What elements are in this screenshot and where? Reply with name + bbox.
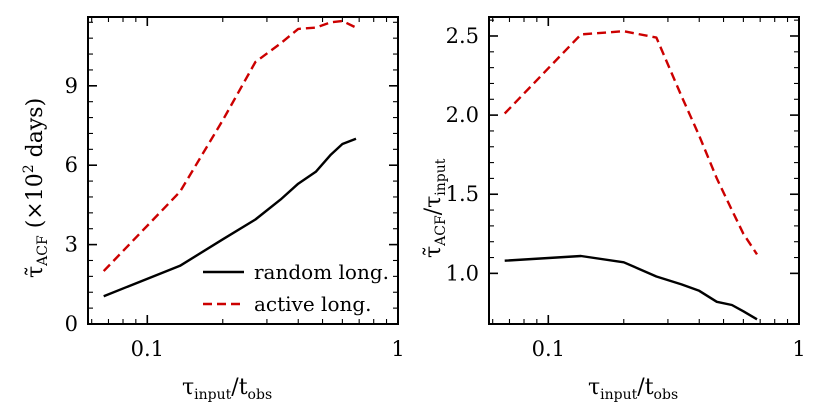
left-chart: 0.1 1 0 3 6 9 random long. active long. τinpu… xyxy=(21,16,405,403)
left-plot-frame xyxy=(87,16,399,325)
active-long-line xyxy=(102,19,357,272)
x-tick-label: 1 xyxy=(792,337,805,361)
legend: random long. active long. xyxy=(203,260,389,316)
active-long-line xyxy=(503,30,759,256)
y-tick-label: 1.5 xyxy=(446,182,479,206)
random-long-line xyxy=(504,254,758,321)
y-tick-label: 3 xyxy=(65,233,78,257)
right-x-axis-label: τinput/tobs xyxy=(588,375,678,403)
random-long-line xyxy=(103,137,357,298)
y-tick-label: 0 xyxy=(65,312,78,336)
x-tick-label: 0.1 xyxy=(131,337,164,361)
right-y-axis-label: τ̃ACF/τinput xyxy=(421,158,449,258)
right-plot-frame xyxy=(488,16,800,325)
left-series xyxy=(102,19,357,298)
x-tick-label: 0.1 xyxy=(532,337,565,361)
y-tick-label: 6 xyxy=(65,153,78,177)
right-series xyxy=(503,30,759,321)
y-tick-label: 9 xyxy=(65,74,78,98)
left-y-axis-label: τ̃ACF (×102 days) xyxy=(21,98,51,278)
legend-label-active: active long. xyxy=(254,292,372,316)
left-ticks: 0.1 1 0 3 6 9 xyxy=(65,17,405,361)
y-tick-label: 2.0 xyxy=(446,103,479,127)
y-tick-label: 1.0 xyxy=(446,261,479,285)
right-ticks: 0.1 1 1.0 1.5 2.0 2.5 xyxy=(446,17,806,361)
y-tick-label: 2.5 xyxy=(446,24,479,48)
x-tick-label: 1 xyxy=(391,337,404,361)
left-x-axis-label: τinput/tobs xyxy=(182,375,272,403)
legend-label-random: random long. xyxy=(254,260,389,284)
right-chart: 0.1 1 1.0 1.5 2.0 2.5 τinput/tobs τ̃ACF/τinpu… xyxy=(421,16,806,403)
